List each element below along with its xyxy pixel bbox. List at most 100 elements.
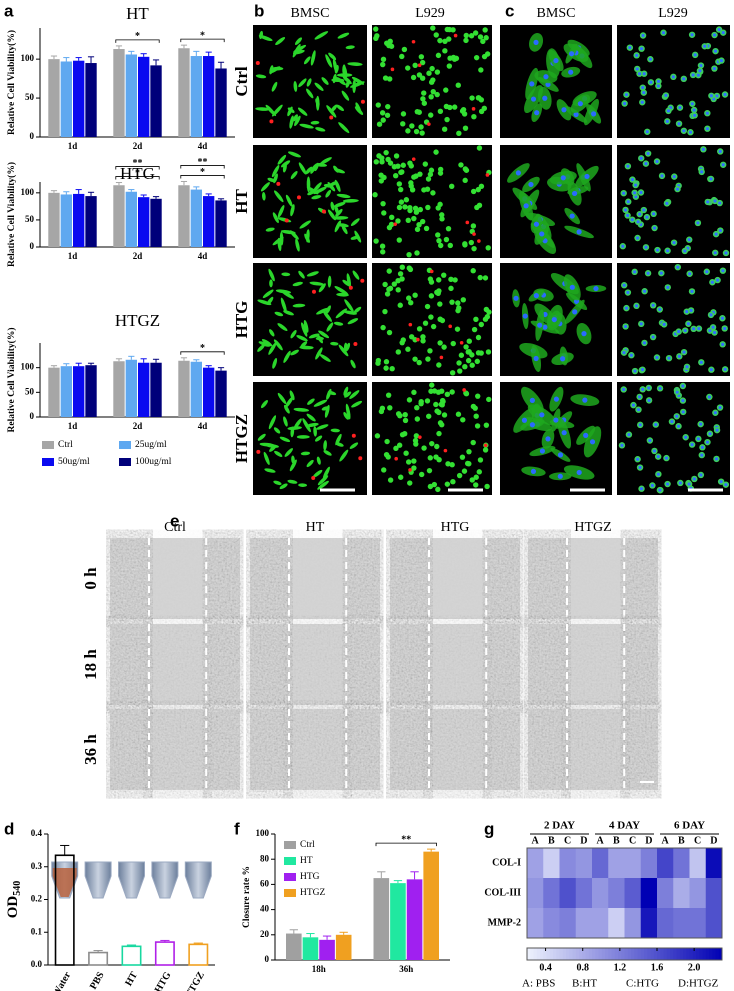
cell (430, 88, 436, 95)
cell (434, 289, 440, 295)
colorbar-step (533, 948, 538, 960)
cell (395, 411, 402, 417)
cell (476, 145, 483, 151)
cell (431, 388, 438, 394)
cell (418, 124, 424, 130)
cell (463, 344, 469, 350)
cell (452, 277, 458, 283)
row-label: HTG (232, 301, 251, 339)
cell (307, 398, 315, 405)
cell (310, 120, 320, 125)
cell (428, 167, 435, 173)
nucleus (645, 215, 649, 219)
cell (483, 422, 490, 428)
nucleus (537, 322, 543, 328)
y-tick-label: 50 (25, 386, 35, 396)
micrograph (617, 263, 730, 376)
nucleus (664, 93, 668, 97)
cell (416, 72, 423, 78)
dead-cell (418, 435, 422, 439)
cell (455, 82, 461, 88)
cell (469, 477, 475, 483)
cell (425, 176, 432, 182)
chart-title: HTG (120, 164, 155, 183)
cell (386, 268, 392, 274)
cell (373, 35, 379, 42)
dead-cell (483, 443, 488, 448)
nucleus (630, 177, 635, 182)
cell (442, 48, 448, 54)
cell (416, 359, 422, 366)
heatmap-cell (592, 878, 609, 909)
significance-label: * (135, 168, 140, 179)
nucleus (658, 488, 662, 492)
nucleus (638, 423, 642, 427)
nucleus (522, 313, 528, 319)
scratch-area (149, 709, 207, 790)
cell (262, 289, 274, 299)
heatmap-cell (624, 848, 642, 879)
cell (414, 226, 421, 233)
cell (455, 300, 461, 306)
cell (419, 218, 426, 225)
nucleus (652, 226, 657, 230)
nucleus (718, 228, 722, 233)
cell (379, 405, 386, 412)
nucleus (658, 307, 662, 312)
cell (450, 479, 456, 485)
heatmap-cell (657, 848, 674, 879)
nucleus (717, 28, 721, 32)
cell (405, 217, 411, 223)
cell (477, 34, 484, 40)
cell (460, 106, 467, 113)
cell (277, 154, 287, 165)
cell (386, 224, 393, 231)
nucleus (622, 283, 626, 287)
cell (332, 73, 337, 84)
nucleus (687, 482, 691, 486)
cell (382, 281, 388, 288)
colorbar-step (530, 948, 534, 960)
cell (402, 411, 408, 418)
colorbar-step (611, 948, 616, 960)
colorbar-step (644, 948, 648, 960)
nucleus (568, 51, 575, 57)
nucleus (685, 365, 689, 369)
cell (396, 442, 403, 448)
colorbar-step (540, 948, 544, 960)
cell (429, 440, 435, 447)
cell (373, 159, 379, 165)
bar (215, 370, 227, 417)
cell (345, 45, 355, 50)
bar (60, 366, 72, 417)
scratch-area (567, 624, 625, 705)
colorbar-step (598, 948, 603, 960)
cell (380, 249, 386, 255)
heatmap-cell (543, 848, 560, 879)
cell (399, 169, 405, 175)
error-bar (75, 362, 82, 367)
dead-cell (321, 209, 326, 214)
cell (321, 406, 330, 411)
nucleus (593, 285, 599, 292)
nucleus (693, 53, 697, 57)
nucleus (637, 72, 642, 76)
cell (317, 480, 329, 490)
legend-label: HTG (300, 872, 320, 882)
cell (402, 417, 409, 424)
cell (374, 433, 381, 439)
cell (295, 238, 300, 252)
y-axis-label-main: OD (5, 896, 21, 919)
bar (73, 366, 85, 417)
cell (414, 250, 420, 256)
cell (396, 181, 403, 187)
error-bar (180, 44, 188, 49)
cell-layer (486, 709, 520, 790)
cell (274, 311, 284, 317)
bar (154, 941, 175, 966)
cell (281, 290, 294, 299)
dead-cell (360, 99, 365, 104)
cell (257, 299, 272, 306)
cell (476, 95, 482, 101)
cell (380, 61, 386, 68)
